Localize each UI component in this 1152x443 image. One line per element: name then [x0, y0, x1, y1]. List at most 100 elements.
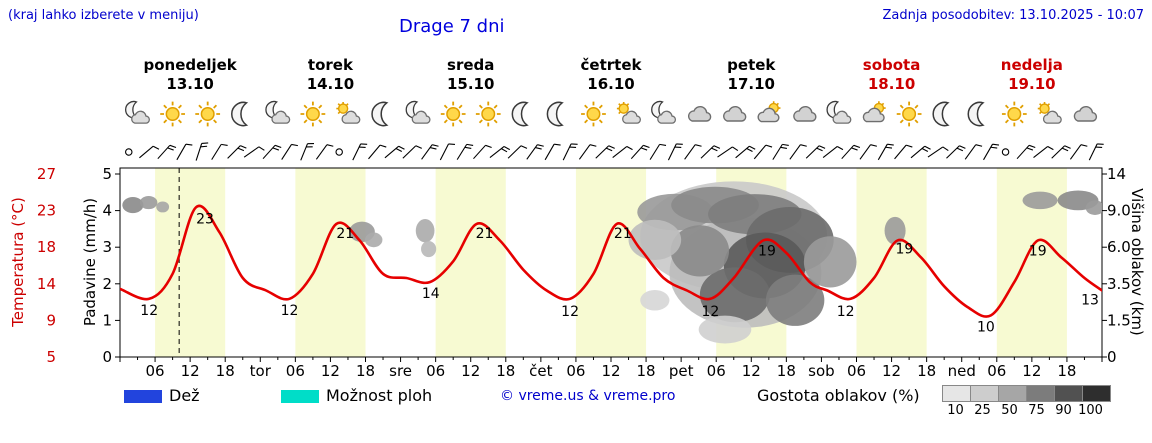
- last-update-timestamp: Zadnja posodobitev: 13.10.2025 - 10:07: [882, 8, 1144, 23]
- sun-icon: [895, 100, 923, 128]
- wind-barb-icon: [562, 143, 578, 161]
- wind-barb-icon: [384, 145, 405, 159]
- temperature-value-label: 21: [476, 226, 494, 242]
- showers-legend-label: Možnost ploh: [326, 386, 433, 405]
- temperature-value-label: 21: [614, 226, 632, 242]
- wind-barb-icon: [753, 144, 773, 160]
- hour-tick: 18: [496, 362, 515, 380]
- temperature-value-label: 19: [758, 244, 776, 260]
- wind-barb-icon: [227, 145, 247, 159]
- wind-barb-icon: [595, 145, 615, 159]
- sun-cloud-icon: [1036, 101, 1062, 124]
- moon-cloud-icon: [125, 100, 150, 124]
- day-name: četrtek: [581, 56, 643, 74]
- cloud-sun-icon: [862, 100, 887, 123]
- temperature-curve: [120, 204, 1102, 318]
- hour-tick: 12: [181, 362, 200, 380]
- cloud-height-tick: 6.0: [1107, 238, 1131, 256]
- cloud-density-scale: [942, 385, 1111, 402]
- wind-barb-icon: [649, 143, 667, 160]
- hour-tick: 06: [566, 362, 585, 380]
- wind-barb-icon: [315, 144, 334, 160]
- density-swatch-75: [1027, 385, 1055, 402]
- wind-barb-icon: [281, 143, 298, 160]
- temperature-value-label: 23: [196, 211, 214, 227]
- day-name: sobota: [863, 56, 921, 74]
- wind-barb-icon: [473, 144, 492, 160]
- moon-icon: [371, 101, 388, 127]
- wind-barb-icon: [859, 144, 878, 160]
- density-swatch-100: [1083, 385, 1111, 402]
- wind-barb-icon: [439, 143, 456, 161]
- wind-barb-icon: [402, 145, 422, 159]
- weather-icons-row: [125, 100, 1098, 128]
- temp-tick: 14: [37, 275, 56, 293]
- hour-tick: 06: [707, 362, 726, 380]
- density-scale-label: 100: [1078, 403, 1103, 418]
- density-swatch-50: [999, 385, 1027, 402]
- density-swatch-90: [1055, 385, 1083, 402]
- rain-legend-swatch: [124, 390, 162, 403]
- cloud-density-scale-labels: 10 25 50 75 90 100: [942, 403, 1104, 418]
- temperature-value-label: 12: [837, 304, 855, 320]
- moon-icon: [230, 101, 248, 127]
- wind-barb-icon: [195, 142, 209, 161]
- hour-tick: 06: [286, 362, 305, 380]
- location-hint: (kraj lahko izberete v meniju): [8, 8, 199, 23]
- calm-wind-icon: [125, 148, 133, 156]
- wind-barb-icon: [544, 143, 561, 161]
- temperature-value-label: 12: [561, 304, 579, 320]
- cloud-height-tick: 14: [1107, 165, 1126, 183]
- hour-tick: 12: [1022, 362, 1041, 380]
- temp-tick: 18: [37, 238, 56, 256]
- precip-tick: 1: [102, 311, 112, 329]
- wind-barb-icon: [841, 144, 861, 160]
- moon-cloud-icon: [651, 100, 677, 124]
- copyright-link[interactable]: © vreme.us & vreme.pro: [500, 388, 676, 404]
- sun-icon: [1001, 100, 1028, 128]
- day-date: 13.10: [166, 75, 213, 93]
- hour-tick: 18: [356, 362, 375, 380]
- cloud-density-legend-title: Gostota oblakov (%): [757, 386, 920, 405]
- day-abbrev: sre: [389, 362, 412, 380]
- hour-tick: 06: [146, 362, 165, 380]
- showers-legend-swatch: [281, 390, 319, 403]
- temperature-value-label: 19: [1029, 244, 1047, 260]
- temp-tick: 27: [37, 165, 56, 183]
- day-abbrev: ned: [948, 362, 976, 380]
- cloud-icon: [722, 105, 747, 122]
- precip-tick: 2: [102, 275, 112, 293]
- day-name: petek: [727, 56, 776, 74]
- sun-icon: [299, 100, 327, 128]
- day-date: 17.10: [728, 75, 775, 93]
- wind-barb-icon: [983, 143, 1000, 161]
- sun-cloud-icon: [616, 101, 642, 124]
- wind-barb-icon: [877, 143, 894, 161]
- day-name: ponedeljek: [144, 56, 238, 74]
- wind-barb-icon: [1033, 145, 1054, 158]
- day-abbrev: pet: [669, 362, 694, 380]
- wind-barb-icon: [157, 144, 177, 160]
- wind-barb-icon: [368, 144, 387, 160]
- density-swatch-10: [942, 385, 971, 402]
- moon-cloud-icon: [826, 100, 852, 124]
- wind-barb-icon: [684, 144, 702, 160]
- hour-tick: 18: [216, 362, 235, 380]
- precip-tick: 5: [102, 165, 112, 183]
- temp-tick: 5: [46, 348, 56, 366]
- day-date: 16.10: [587, 75, 634, 93]
- temperature-value-label: 10: [977, 319, 995, 335]
- hour-tick: 18: [1057, 362, 1076, 380]
- hour-tick: 12: [461, 362, 480, 380]
- moon-icon: [511, 101, 528, 127]
- wind-barb-icon: [894, 144, 913, 160]
- sun-icon: [194, 100, 221, 128]
- temperature-value-label: 13: [1081, 292, 1099, 308]
- hour-tick: 18: [777, 362, 796, 380]
- cloud-icon: [793, 105, 817, 122]
- cloud-sun-icon: [757, 100, 782, 123]
- moon-icon: [967, 101, 984, 127]
- temperature-value-label: 12: [281, 303, 299, 319]
- moon-icon: [546, 101, 563, 127]
- plot-border: [119, 167, 1103, 358]
